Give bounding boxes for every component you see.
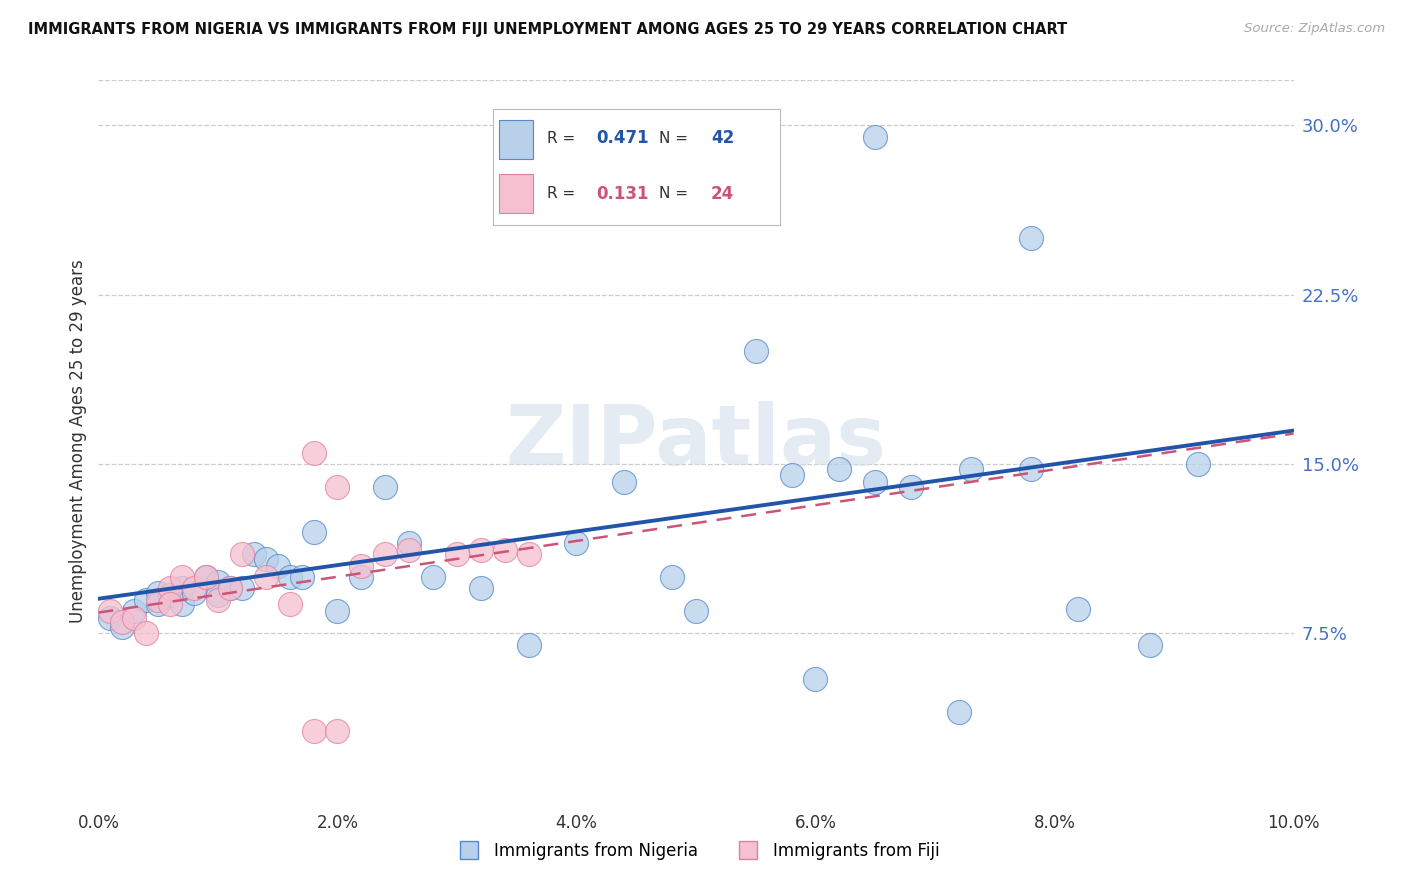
Point <box>470 582 492 596</box>
Point <box>302 446 325 460</box>
Point <box>172 582 194 596</box>
Point <box>1187 457 1209 471</box>
Point <box>398 536 420 550</box>
Y-axis label: Unemployment Among Ages 25 to 29 years: Unemployment Among Ages 25 to 29 years <box>69 260 87 624</box>
Point <box>195 570 218 584</box>
Point <box>685 175 707 189</box>
Point <box>350 558 373 573</box>
Point <box>183 582 205 596</box>
Point <box>207 592 229 607</box>
Point <box>326 480 349 494</box>
Point <box>124 610 146 624</box>
Point <box>661 570 683 584</box>
Point <box>148 586 170 600</box>
Point <box>745 344 768 359</box>
Point <box>172 597 194 611</box>
Point <box>326 604 349 618</box>
Point <box>135 626 157 640</box>
Text: Source: ZipAtlas.com: Source: ZipAtlas.com <box>1244 22 1385 36</box>
Point <box>494 542 516 557</box>
Point <box>517 638 540 652</box>
Point <box>326 723 349 738</box>
Point <box>267 558 290 573</box>
Point <box>291 570 314 584</box>
Point <box>98 610 122 624</box>
Point <box>350 570 373 584</box>
Point <box>398 542 420 557</box>
Point <box>135 592 157 607</box>
Point <box>565 536 588 550</box>
Point <box>231 582 253 596</box>
Point <box>159 597 181 611</box>
Point <box>159 582 181 596</box>
Point <box>243 548 266 562</box>
Point <box>148 597 170 611</box>
Point <box>613 475 636 490</box>
Point <box>98 604 122 618</box>
Point <box>517 548 540 562</box>
Point <box>254 552 277 566</box>
Legend: Immigrants from Nigeria, Immigrants from Fiji: Immigrants from Nigeria, Immigrants from… <box>446 836 946 867</box>
Point <box>1019 231 1042 245</box>
Point <box>183 586 205 600</box>
Point <box>828 461 851 475</box>
Point <box>374 480 396 494</box>
Point <box>172 570 194 584</box>
Point <box>148 592 170 607</box>
Point <box>159 588 181 602</box>
Point <box>231 548 253 562</box>
Point <box>960 461 983 475</box>
Point <box>207 588 229 602</box>
Point <box>302 723 325 738</box>
Point <box>1139 638 1161 652</box>
Point <box>111 615 134 630</box>
Point <box>446 548 468 562</box>
Point <box>470 542 492 557</box>
Point <box>374 548 396 562</box>
Point <box>219 582 242 596</box>
Point <box>111 620 134 634</box>
Point <box>865 129 887 144</box>
Point <box>195 570 218 584</box>
Point <box>865 475 887 490</box>
Point <box>685 604 707 618</box>
Point <box>254 570 277 584</box>
Point <box>278 570 301 584</box>
Point <box>900 480 922 494</box>
Point <box>302 524 325 539</box>
Text: IMMIGRANTS FROM NIGERIA VS IMMIGRANTS FROM FIJI UNEMPLOYMENT AMONG AGES 25 TO 29: IMMIGRANTS FROM NIGERIA VS IMMIGRANTS FR… <box>28 22 1067 37</box>
Point <box>1019 461 1042 475</box>
Point <box>124 604 146 618</box>
Point <box>804 672 827 686</box>
Point <box>207 574 229 589</box>
Point <box>422 570 444 584</box>
Point <box>948 706 970 720</box>
Text: ZIPatlas: ZIPatlas <box>506 401 886 482</box>
Point <box>1067 601 1090 615</box>
Point <box>219 582 242 596</box>
Point <box>278 597 301 611</box>
Point <box>780 468 803 483</box>
